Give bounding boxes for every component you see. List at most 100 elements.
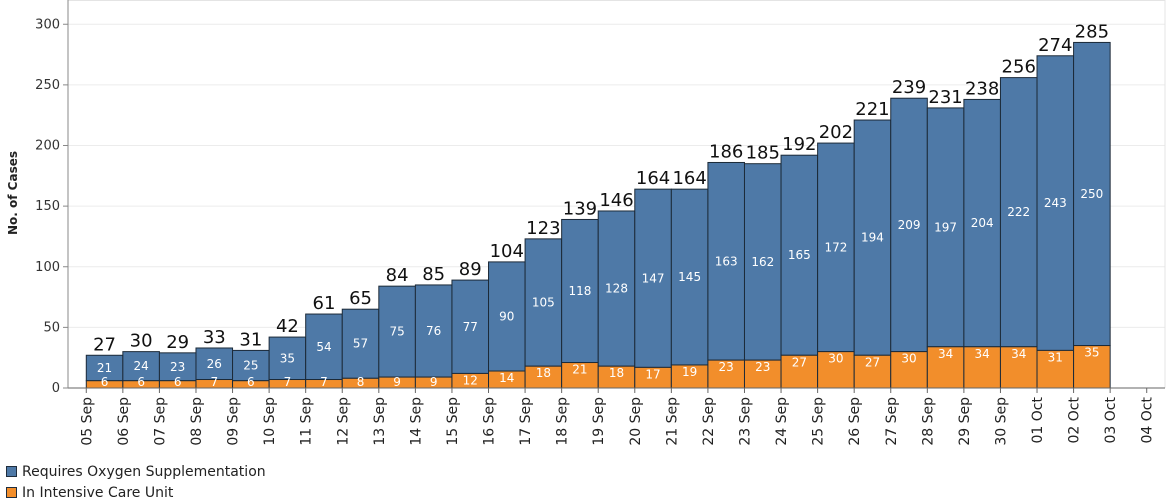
bar-icu-segment bbox=[1073, 345, 1111, 389]
data-label-total: 238 bbox=[965, 78, 999, 99]
data-label-total: 29 bbox=[166, 332, 189, 353]
bar-oxygen-segment bbox=[524, 238, 563, 367]
data-label-icu: 19 bbox=[682, 365, 697, 379]
data-label-total: 239 bbox=[892, 77, 926, 98]
y-axis-title: No. of Cases bbox=[6, 151, 20, 235]
data-label-oxygen: 222 bbox=[1007, 205, 1030, 219]
x-tick-label: 26 Sep bbox=[847, 397, 863, 446]
bar-oxygen-segment bbox=[743, 163, 782, 361]
data-label-icu: 9 bbox=[430, 375, 438, 389]
data-label-oxygen: 194 bbox=[861, 231, 884, 245]
legend-item-icu: In Intensive Care Unit bbox=[6, 482, 266, 503]
bar-oxygen-segment bbox=[926, 107, 965, 348]
data-label-total: 164 bbox=[672, 168, 706, 189]
bar-oxygen-segment bbox=[670, 188, 709, 366]
data-label-icu: 27 bbox=[792, 355, 807, 369]
data-label-oxygen: 21 bbox=[97, 361, 112, 375]
x-tick-label: 09 Sep bbox=[226, 397, 242, 446]
data-label-icu: 9 bbox=[393, 375, 401, 389]
bar-icu-segment bbox=[561, 362, 599, 389]
x-tick-label: 27 Sep bbox=[884, 397, 900, 446]
data-label-icu: 7 bbox=[284, 375, 292, 389]
data-label-oxygen: 76 bbox=[426, 324, 441, 338]
data-label-icu: 18 bbox=[609, 366, 624, 380]
stacked-bar-chart: 0 50 100 150 200 250 300 05 Sep 06 Sep 07 Sep 08 S… bbox=[6, 0, 1166, 446]
legend-label-oxygen: Requires Oxygen Supplementation bbox=[22, 463, 266, 480]
x-tick-label: 05 Sep bbox=[79, 397, 95, 446]
bar-oxygen-segment bbox=[488, 261, 526, 372]
data-label-oxygen: 250 bbox=[1080, 187, 1103, 201]
data-label-total: 104 bbox=[490, 241, 524, 262]
bar-oxygen-segment bbox=[707, 161, 745, 361]
x-tick-label: 17 Sep bbox=[518, 397, 534, 446]
data-label-icu: 18 bbox=[536, 366, 551, 380]
y-tick-label: 200 bbox=[35, 139, 60, 154]
y-tick-label: 150 bbox=[35, 199, 60, 214]
bar-oxygen-segment bbox=[451, 279, 490, 374]
data-label-total: 221 bbox=[855, 99, 889, 120]
data-label-total: 185 bbox=[746, 143, 780, 164]
bar-oxygen-segment bbox=[853, 119, 892, 356]
data-label-icu: 30 bbox=[828, 352, 843, 366]
data-label-total: 123 bbox=[526, 218, 560, 239]
data-label-icu: 6 bbox=[247, 375, 255, 389]
data-label-icu: 34 bbox=[1011, 347, 1026, 361]
bar-icu-segment bbox=[780, 354, 819, 389]
data-label-icu: 14 bbox=[499, 371, 514, 385]
data-label-icu: 8 bbox=[357, 375, 365, 389]
x-tick-label: 20 Sep bbox=[628, 397, 644, 446]
data-label-total: 84 bbox=[386, 265, 409, 286]
x-tick-label: 04 Oct bbox=[1140, 397, 1156, 444]
x-tick-label: 19 Sep bbox=[591, 397, 607, 446]
data-label-oxygen: 147 bbox=[642, 271, 665, 285]
data-label-oxygen: 77 bbox=[463, 320, 478, 334]
data-label-icu: 34 bbox=[938, 347, 953, 361]
data-label-total: 231 bbox=[928, 87, 962, 108]
x-tick-label: 12 Sep bbox=[335, 397, 351, 446]
y-tick-label: 100 bbox=[35, 260, 60, 275]
x-tick-label: 24 Sep bbox=[774, 397, 790, 446]
data-label-total: 146 bbox=[599, 190, 633, 211]
y-tick-label: 0 bbox=[52, 381, 60, 396]
x-tick-label: 10 Sep bbox=[262, 397, 278, 446]
x-tick-label: 22 Sep bbox=[701, 397, 717, 446]
data-label-icu: 12 bbox=[463, 373, 478, 387]
data-label-oxygen: 197 bbox=[934, 220, 957, 234]
data-label-oxygen: 118 bbox=[568, 284, 591, 298]
data-label-oxygen: 57 bbox=[353, 337, 368, 351]
data-label-icu: 6 bbox=[174, 375, 182, 389]
x-tick-label: 16 Sep bbox=[482, 397, 498, 446]
x-tick-label: 18 Sep bbox=[555, 397, 571, 446]
x-tick-label: 23 Sep bbox=[737, 397, 753, 446]
legend-swatch-icu bbox=[6, 487, 17, 498]
data-label-oxygen: 145 bbox=[678, 270, 701, 284]
x-tick-label: 11 Sep bbox=[299, 397, 315, 446]
axes: 0 50 100 150 200 250 300 05 Sep 06 Sep 07 Sep 08 S… bbox=[35, 0, 1165, 446]
data-label-oxygen: 54 bbox=[316, 340, 331, 354]
data-label-total: 164 bbox=[636, 168, 670, 189]
x-tick-label: 07 Sep bbox=[152, 397, 168, 446]
data-label-oxygen: 23 bbox=[170, 360, 185, 374]
data-label-oxygen: 243 bbox=[1044, 196, 1067, 210]
data-label-total: 186 bbox=[709, 141, 743, 162]
data-label-icu: 7 bbox=[320, 375, 328, 389]
x-tick-label: 15 Sep bbox=[445, 397, 461, 446]
data-label-oxygen: 25 bbox=[243, 359, 258, 373]
gridlines bbox=[68, 0, 1166, 388]
bar-oxygen-segment bbox=[1036, 55, 1075, 351]
bar-icu-segment bbox=[926, 346, 965, 389]
data-label-icu: 27 bbox=[865, 355, 880, 369]
x-tick-label: 01 Oct bbox=[1030, 397, 1046, 444]
bar-oxygen-segment bbox=[817, 142, 855, 353]
bar-oxygen-segment bbox=[414, 284, 453, 378]
data-label-icu: 30 bbox=[901, 352, 916, 366]
bar-icu-segment bbox=[890, 351, 928, 389]
data-label-oxygen: 162 bbox=[751, 255, 774, 269]
data-label-total: 42 bbox=[276, 316, 299, 337]
x-tick-label: 30 Sep bbox=[993, 397, 1009, 446]
x-tick-label: 21 Sep bbox=[664, 397, 680, 446]
legend: Requires Oxygen Supplementation In Inten… bbox=[6, 461, 266, 503]
bar-icu-segment bbox=[999, 346, 1038, 389]
legend-swatch-oxygen bbox=[6, 466, 17, 477]
bar-icu-segment bbox=[1036, 349, 1075, 389]
